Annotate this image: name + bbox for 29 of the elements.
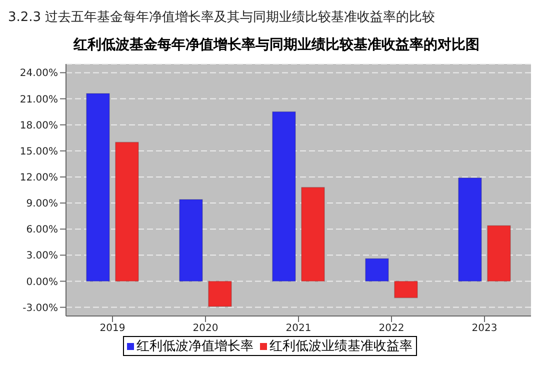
x-tick-label: 2020 bbox=[192, 323, 218, 334]
bar bbox=[114, 142, 139, 282]
bar bbox=[178, 199, 203, 282]
bar bbox=[394, 280, 418, 298]
y-tick-label: 0.00% bbox=[26, 276, 58, 288]
y-tick-label: 21.00% bbox=[20, 94, 58, 106]
bar bbox=[208, 280, 232, 307]
y-tick-label: 6.00% bbox=[26, 224, 58, 236]
x-tick-label: 2021 bbox=[286, 323, 312, 334]
y-tick-label: 3.00% bbox=[26, 250, 58, 262]
x-tick-label: 2023 bbox=[472, 323, 498, 334]
bar bbox=[300, 186, 325, 282]
bar bbox=[486, 225, 511, 282]
x-tick-label: 2019 bbox=[100, 323, 126, 334]
chart-subtitle: 3.2.3 过去五年基金每年净值增长率及其与同期业绩比较基准收益率的比较 bbox=[8, 9, 436, 27]
legend-label: 红利低波净值增长率 bbox=[136, 338, 254, 355]
legend-label: 红利低波业绩基准收益率 bbox=[270, 338, 412, 355]
y-tick-label: 18.00% bbox=[20, 120, 58, 132]
bar bbox=[364, 258, 389, 282]
y-tick-label: 9.00% bbox=[26, 198, 58, 210]
y-tick-label: 12.00% bbox=[20, 172, 58, 184]
y-tick-label: 15.00% bbox=[20, 146, 58, 158]
bar bbox=[458, 177, 482, 282]
y-tick-label: -3.00% bbox=[22, 302, 58, 314]
bar bbox=[86, 93, 110, 282]
bar bbox=[272, 111, 296, 282]
y-tick-label: 24.00% bbox=[20, 68, 58, 80]
chart-title: 红利低波基金每年净值增长率与同期业绩比较基准收益率的对比图 bbox=[72, 36, 480, 55]
x-tick-label: 2022 bbox=[378, 323, 404, 334]
